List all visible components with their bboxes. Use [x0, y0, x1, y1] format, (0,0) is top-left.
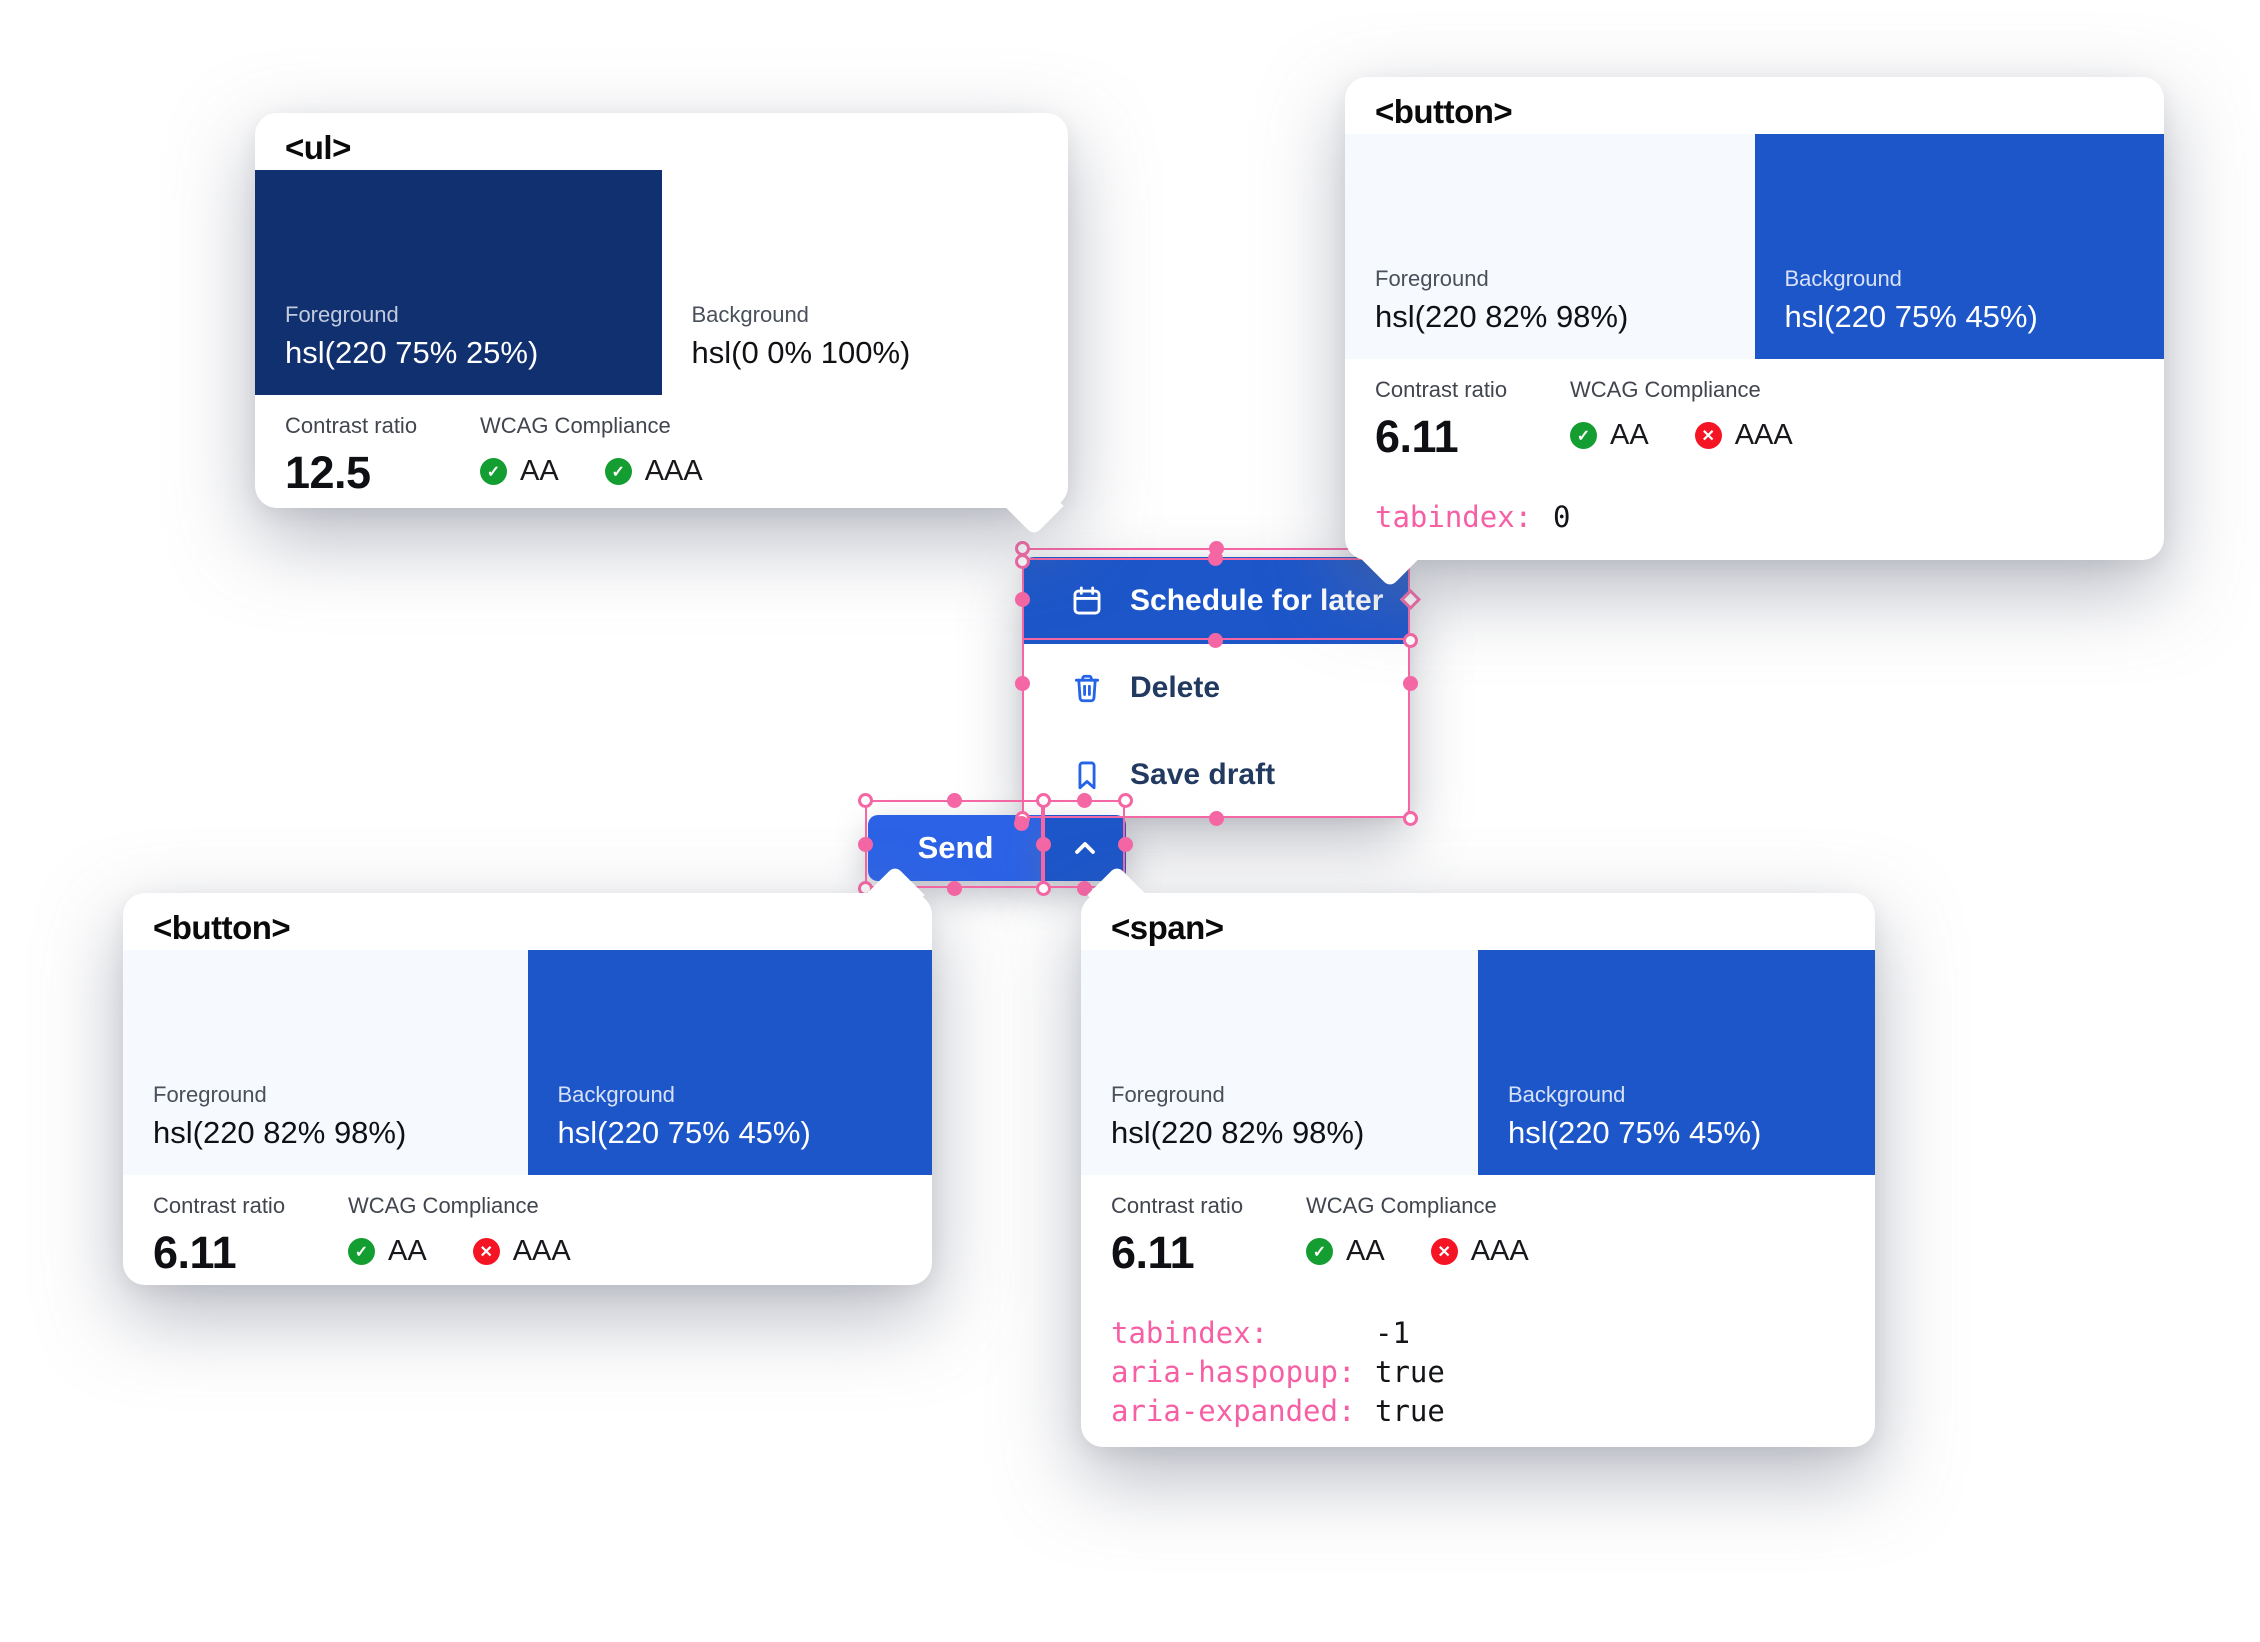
element-tag-title: <button>	[1375, 93, 1513, 130]
wcag-status-icon: ✓	[1570, 422, 1597, 449]
foreground-swatch: Foreground hsl(220 82% 98%)	[1345, 134, 1755, 359]
attribute-value: -1	[1375, 1315, 1410, 1350]
wcag-status-icon: ✕	[472, 1238, 500, 1265]
menu-item-schedule[interactable]: Schedule for later	[1022, 557, 1408, 644]
contrast-ratio-value: 6.11	[153, 1227, 237, 1278]
swatch-row: Foreground hsl(220 75% 25%) Background h…	[255, 170, 1068, 395]
wcag-status-icon: ✓	[604, 458, 632, 485]
swatch-label: Foreground	[285, 302, 399, 327]
swatch-value: hsl(220 82% 98%)	[1375, 299, 1629, 334]
background-swatch: Background hsl(220 75% 45%)	[527, 950, 932, 1175]
background-swatch: Background hsl(220 75% 45%)	[1754, 134, 2164, 359]
contrast-ratio-label: Contrast ratio	[285, 413, 418, 438]
attribute-value: true	[1375, 1393, 1445, 1428]
contrast-ratio-value: 12.5	[285, 447, 371, 498]
swatch-value: hsl(220 75% 45%)	[1784, 299, 2038, 334]
swatch-value: hsl(220 82% 98%)	[1111, 1115, 1365, 1150]
dropdown-menu: Schedule for later Delete Save draft	[1022, 557, 1408, 818]
swatch-label: Background	[1784, 266, 1902, 291]
wcag-aa-badge: ✓ AA	[480, 455, 559, 488]
chevron-up-icon	[1074, 842, 1095, 854]
contrast-ratio-label: Contrast ratio	[1375, 377, 1508, 402]
foreground-swatch: Foreground hsl(220 82% 98%)	[123, 950, 528, 1175]
contrast-ratio-value: 6.11	[1111, 1227, 1195, 1278]
attribute-list: tabindex: -1 aria-haspopup: true aria-ex…	[1111, 1313, 1445, 1430]
wcag-status-icon: ✓	[480, 458, 507, 485]
contrast-ratio-label: Contrast ratio	[153, 1193, 286, 1218]
attribute-value: true	[1375, 1354, 1445, 1389]
attribute-row: tabindex: -1	[1111, 1313, 1445, 1352]
wcag-aa-badge: ✓ AA	[348, 1235, 427, 1268]
menu-item-delete[interactable]: Delete	[1022, 644, 1408, 731]
swatch-label: Foreground	[153, 1082, 267, 1107]
wcag-status-icon: ✕	[1694, 422, 1722, 449]
calendar-icon	[1070, 584, 1104, 618]
swatch-value: hsl(0 0% 100%)	[691, 335, 911, 370]
dropdown-toggle-button[interactable]	[1043, 815, 1126, 881]
swatch-value: hsl(220 75% 25%)	[285, 335, 539, 370]
tooltip-card-ul: <ul> Foreground hsl(220 75% 25%) Backgro…	[255, 113, 1068, 536]
wcag-status-icon: ✓	[348, 1238, 375, 1265]
attribute-name: tabindex:	[1111, 1315, 1269, 1350]
wcag-status-icon: ✕	[1430, 1238, 1458, 1265]
attribute-row: aria-expanded: true	[1111, 1391, 1445, 1430]
trash-icon	[1070, 671, 1104, 705]
wcag-status-icon: ✓	[1306, 1238, 1333, 1265]
background-swatch: Background hsl(0 0% 100%)	[661, 170, 1068, 395]
foreground-swatch: Foreground hsl(220 75% 25%)	[255, 170, 662, 395]
menu-item-save-draft[interactable]: Save draft	[1022, 731, 1408, 818]
wcag-compliance-label: WCAG Compliance	[1306, 1193, 1497, 1218]
element-tag-title: <span>	[1111, 909, 1224, 946]
swatch-label: Foreground	[1111, 1082, 1225, 1107]
tooltip-card-button-top: <button> Foreground hsl(220 82% 98%) Bac…	[1345, 77, 2164, 588]
swatch-row: Foreground hsl(220 82% 98%) Background h…	[123, 950, 932, 1175]
wcag-compliance-label: WCAG Compliance	[348, 1193, 539, 1218]
swatch-row: Foreground hsl(220 82% 98%) Background h…	[1081, 950, 1875, 1175]
background-swatch: Background hsl(220 75% 45%)	[1478, 950, 1875, 1175]
attribute-value: 0	[1553, 499, 1571, 534]
attribute-row: tabindex: 0	[1375, 497, 1570, 536]
swatch-row: Foreground hsl(220 82% 98%) Background h…	[1345, 134, 2164, 359]
contrast-ratio-value: 6.11	[1375, 411, 1459, 462]
menu-item-label: Delete	[1130, 670, 1221, 704]
tooltip-card-button-bottom: <button> Foreground hsl(220 82% 98%) Bac…	[123, 865, 932, 1285]
tooltip-card-span: <span> Foreground hsl(220 82% 98%) Backg…	[1081, 865, 1875, 1447]
attribute-name: aria-expanded:	[1111, 1393, 1356, 1428]
wcag-aa-badge: ✓ AA	[1570, 419, 1649, 452]
wcag-aaa-badge: ✕ AAA	[472, 1235, 571, 1268]
wcag-aaa-badge: ✕ AAA	[1430, 1235, 1529, 1268]
wcag-aaa-badge: ✓ AAA	[604, 455, 703, 488]
wcag-compliance-label: WCAG Compliance	[1570, 377, 1761, 402]
swatch-label: Background	[557, 1082, 675, 1107]
swatch-label: Foreground	[1375, 266, 1489, 291]
contrast-ratio-label: Contrast ratio	[1111, 1193, 1244, 1218]
wcag-compliance-label: WCAG Compliance	[480, 413, 671, 438]
wcag-aa-badge: ✓ AA	[1306, 1235, 1385, 1268]
menu-item-label: Schedule for later	[1130, 583, 1384, 617]
swatch-value: hsl(220 82% 98%)	[153, 1115, 407, 1150]
element-tag-title: <ul>	[285, 129, 351, 166]
attribute-name: tabindex:	[1375, 499, 1533, 534]
wcag-aaa-badge: ✕ AAA	[1694, 419, 1793, 452]
swatch-label: Background	[691, 302, 809, 327]
attribute-name: aria-haspopup:	[1111, 1354, 1356, 1389]
element-tag-title: <button>	[153, 909, 291, 946]
attribute-list: tabindex: 0	[1375, 497, 1570, 536]
attribute-row: aria-haspopup: true	[1111, 1352, 1445, 1391]
swatch-value: hsl(220 75% 45%)	[557, 1115, 811, 1150]
menu-item-label: Save draft	[1130, 757, 1276, 791]
foreground-swatch: Foreground hsl(220 82% 98%)	[1081, 950, 1478, 1175]
swatch-value: hsl(220 75% 45%)	[1508, 1115, 1762, 1150]
bookmark-icon	[1070, 758, 1104, 792]
swatch-label: Background	[1508, 1082, 1626, 1107]
